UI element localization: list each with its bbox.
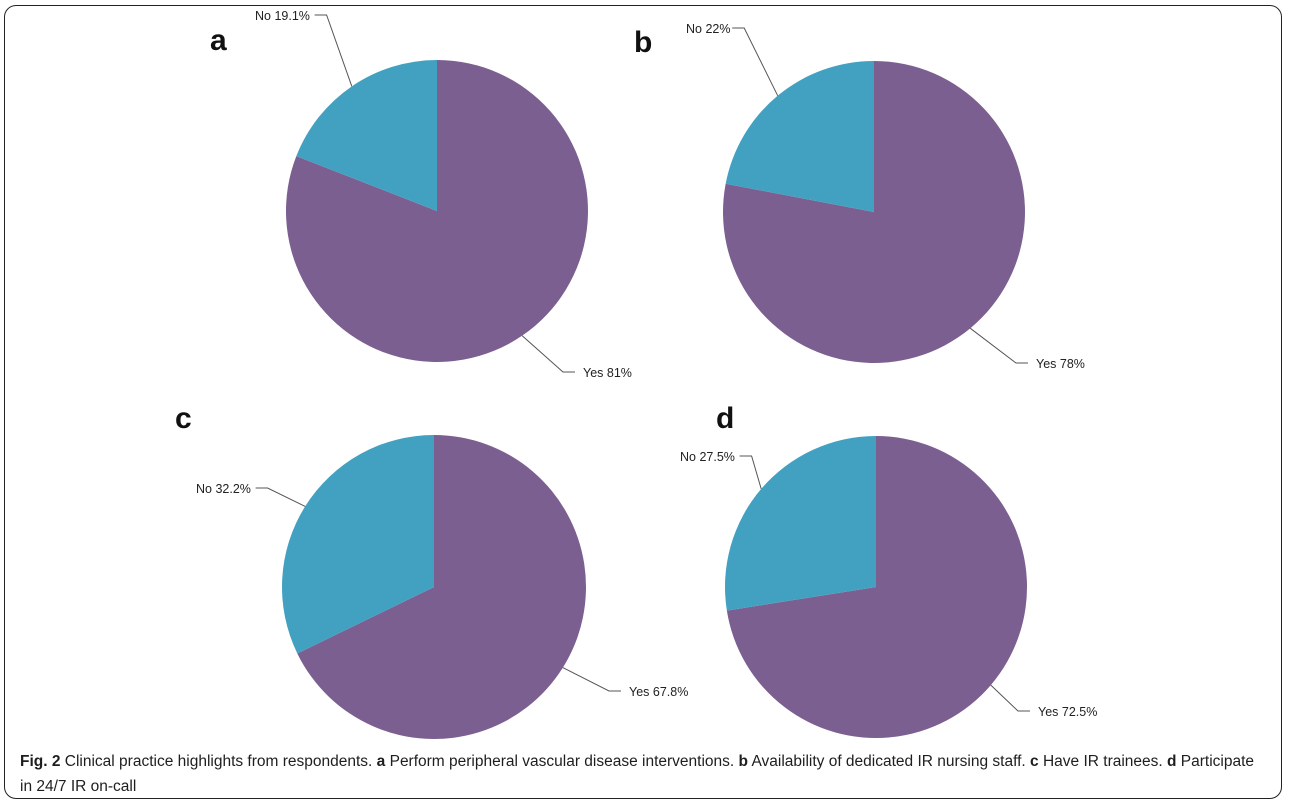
pie-slice-d-yes	[726, 436, 1028, 739]
pie-chart-c: c Yes 67.8% No 32.2%	[175, 402, 688, 739]
slice-label-b-no: No 22%	[686, 22, 730, 36]
caption-text-c: Have IR trainees.	[1038, 753, 1168, 770]
pie-slice-a-yes	[285, 60, 588, 363]
panel-letter-d: d	[716, 402, 734, 435]
pie-chart-a: a Yes 81% No 19.1%	[210, 9, 632, 380]
panel-letter-a: a	[210, 24, 227, 57]
caption-text-b: Availability of dedicated IR nursing sta…	[748, 753, 1031, 770]
leader-line-b-yes	[969, 327, 1028, 364]
slice-label-a-no: No 19.1%	[255, 9, 310, 23]
caption-letter-a: a	[376, 753, 386, 770]
pie-chart-grid: a Yes 81% No 19.1% b Yes 78% No 22% c Yes 67.8%…	[175, 9, 1097, 739]
leader-line-b-no	[732, 27, 779, 96]
figure-frame	[4, 5, 1282, 799]
pie-chart-d: d Yes 72.5% No 27.5%	[680, 402, 1097, 739]
pie-slice-c-yes	[297, 435, 587, 739]
slice-label-c-yes: Yes 67.8%	[629, 685, 688, 699]
leader-line-d-yes	[990, 684, 1030, 712]
leader-line-a-yes	[521, 335, 575, 373]
leader-line-a-no	[314, 14, 353, 87]
slice-label-d-no: No 27.5%	[680, 450, 735, 464]
leader-line-c-no	[255, 487, 306, 507]
pie-slice-a-no	[296, 60, 437, 211]
pie-slice-b-yes	[722, 61, 1025, 364]
leader-line-c-yes	[562, 667, 621, 692]
panel-letter-c: c	[175, 402, 192, 435]
pie-slice-b-no	[725, 60, 874, 212]
caption-letter-d: d	[1167, 753, 1177, 770]
panel-letter-b: b	[634, 26, 652, 59]
caption-fig-label: Fig. 2	[20, 753, 61, 770]
figure-caption: Fig. 2 Clinical practice highlights from…	[20, 749, 1270, 799]
slice-label-b-yes: Yes 78%	[1036, 357, 1085, 371]
slice-label-c-no: No 32.2%	[196, 482, 251, 496]
caption-text-a: Perform peripheral vascular disease inte…	[385, 753, 739, 770]
pie-slice-c-no	[282, 435, 434, 654]
caption-intro: Clinical practice highlights from respon…	[60, 753, 377, 770]
leader-line-d-no	[739, 455, 762, 490]
caption-letter-c: c	[1030, 753, 1039, 770]
pie-chart-b: b Yes 78% No 22%	[634, 22, 1085, 371]
slice-label-a-yes: Yes 81%	[583, 366, 632, 380]
slice-label-d-yes: Yes 72.5%	[1038, 705, 1097, 719]
pie-slice-d-no	[725, 436, 876, 611]
caption-text-d: Participate in 24/7 IR on-call	[20, 753, 1255, 795]
caption-letter-b: b	[738, 753, 748, 770]
